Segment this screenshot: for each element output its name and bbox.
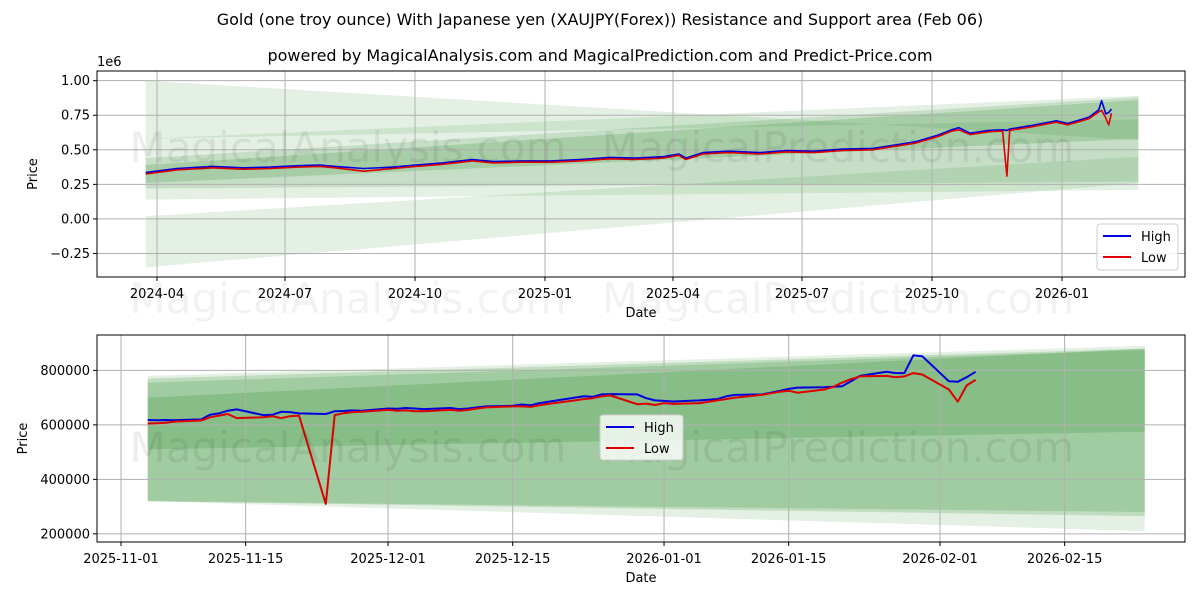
y-tick-label: 0.25 [61, 178, 90, 193]
axes-frame [96, 334, 1186, 543]
x-tick-label: 2024-07 [258, 287, 312, 302]
y-tick-label: 800000 [40, 364, 90, 379]
support-resistance-band [145, 80, 1139, 141]
subplot-1: MagicalAnalysis.com MagicalPrediction.com… [26, 55, 1186, 323]
y-tick-label: 0.75 [61, 109, 90, 124]
y-tick-label: 400000 [40, 473, 90, 488]
legend-label-low: Low [644, 442, 670, 457]
x-tick-label: 2025-10 [905, 287, 959, 302]
x-tick-label: 2025-07 [775, 287, 829, 302]
x-tick-label: 2026-01-01 [626, 552, 702, 567]
support-resistance-band [145, 95, 1139, 200]
x-tick-label: 2024-04 [130, 287, 184, 302]
support-resistance-band [145, 97, 1139, 189]
watermark-text: MagicalAnalysis.com [130, 123, 567, 172]
watermark-text: MagicalAnalysis.com [130, 274, 567, 323]
chart-subtitle: powered by MagicalAnalysis.com and Magic… [267, 46, 933, 65]
legend-label-low: Low [1141, 251, 1167, 266]
y-tick-label: 600000 [40, 418, 90, 433]
chart-title: Gold (one troy ounce) With Japanese yen … [216, 10, 984, 29]
watermark-text: MagicalPrediction.com [602, 123, 1075, 172]
y-axis-label: Price [16, 423, 31, 455]
x-tick-label: 2025-11-01 [83, 552, 159, 567]
x-tick-label: 2026-02-01 [902, 552, 978, 567]
legend: High Low [599, 414, 684, 461]
legend: High Low [1096, 223, 1179, 271]
y-tick-label: 0.50 [61, 143, 90, 158]
x-axis-label: Date [625, 306, 656, 321]
x-tick-label: 2025-12-01 [350, 552, 426, 567]
y-tick-label: −0.25 [50, 247, 90, 262]
y-tick-label: 0.00 [61, 212, 90, 227]
y-tick-label: 1.00 [61, 74, 90, 89]
x-tick-label: 2026-01 [1035, 287, 1089, 302]
y-tick-label: 200000 [40, 527, 90, 542]
x-tick-label: 2025-01 [518, 287, 572, 302]
legend-label-high: High [644, 421, 674, 436]
series-line-low [145, 109, 1113, 177]
x-tick-label: 2025-11-15 [208, 552, 284, 567]
series-line-high [145, 99, 1113, 174]
support-resistance-band [145, 100, 1139, 183]
series-line-low [147, 372, 977, 505]
watermark-text: MagicalPrediction.com [602, 274, 1075, 323]
x-tick-label: 2026-01-15 [751, 552, 827, 567]
x-tick-label: 2025-04 [646, 287, 700, 302]
y-offset-label: 1e6 [97, 55, 122, 70]
x-tick-label: 2024-10 [388, 287, 442, 302]
watermark-text: MagicalAnalysis.com [130, 423, 567, 472]
series-line-high [147, 354, 977, 422]
x-tick-label: 2025-12-15 [475, 552, 551, 567]
subplot-2: MagicalAnalysis.com MagicalPrediction.com… [16, 334, 1186, 586]
axes-frame [96, 70, 1186, 278]
plot-area [97, 71, 1185, 277]
y-axis-label: Price [26, 158, 41, 190]
legend-label-high: High [1141, 230, 1171, 245]
x-axis-label: Date [625, 571, 656, 586]
x-tick-label: 2026-02-15 [1027, 552, 1103, 567]
